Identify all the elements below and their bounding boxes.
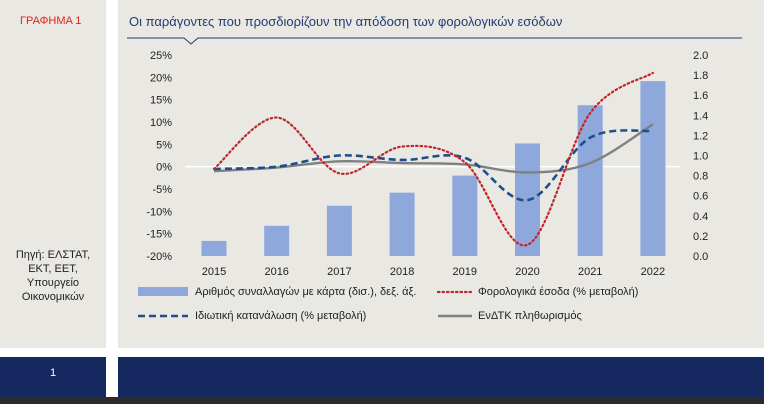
y-left-tick-label: -15%	[146, 229, 172, 241]
x-tick-label: 2019	[453, 266, 477, 278]
chart-title: Οι παράγοντες που προσδιορίζουν την απόδ…	[129, 14, 563, 29]
figure-label: ΓΡΑΦΗΜΑ 1	[20, 15, 82, 27]
x-tick-label: 2020	[515, 266, 539, 278]
y-left-tick-label: 20%	[150, 72, 172, 84]
legend-swatch-cards	[138, 287, 188, 296]
x-tick-label: 2016	[264, 266, 288, 278]
y-right-tick-label: 1.4	[693, 110, 708, 122]
source-line: ΕΚΤ, ΕΕΤ,	[28, 263, 78, 275]
y-right-tick-label: 2.0	[693, 50, 708, 62]
x-tick-label: 2015	[202, 266, 226, 278]
private-consumption-line	[213, 129, 654, 202]
bottom-strip	[0, 397, 764, 404]
bar	[452, 175, 478, 256]
y-right-tick-label: 1.0	[693, 151, 708, 163]
y-left-tick-label: 10%	[150, 117, 172, 129]
y-left-tick-label: 0%	[156, 162, 172, 174]
y-right-tick-label: 0.8	[693, 171, 708, 183]
x-tick-label: 2022	[641, 266, 665, 278]
x-tick-label: 2017	[327, 266, 351, 278]
footer-bar-left	[0, 357, 106, 397]
y-right-tick-label: 0.0	[693, 251, 708, 263]
source-line: Πηγή: ΕΛΣΤΑΤ,	[15, 249, 91, 261]
x-tick-label: 2021	[578, 266, 602, 278]
y-left-tick-label: 5%	[156, 139, 172, 151]
bar	[326, 205, 352, 256]
source-line: Υπουργείο	[26, 277, 80, 289]
y-left-tick-label: 15%	[150, 95, 172, 107]
y-right-tick-label: 1.6	[693, 90, 708, 102]
y-right-tick-label: 0.2	[693, 231, 708, 243]
y-right-tick-label: 1.8	[693, 70, 708, 82]
legend-label-tax-revenue: Φορολογικά έσοδα (% μεταβολή)	[478, 286, 639, 298]
bar	[264, 225, 290, 256]
x-tick-label: 2018	[390, 266, 414, 278]
bar	[201, 240, 227, 256]
source-note: Πηγή: ΕΛΣΤΑΤ, ΕΚΤ, ΕΕΤ, Υπουργείο Οικονο…	[0, 248, 106, 304]
bar	[640, 81, 666, 256]
legend-label-cards: Αριθμός συναλλαγών με κάρτα (δισ.), δεξ.…	[195, 286, 417, 298]
legend-label-hicp: ΕνΔΤΚ πληθωρισμός	[478, 310, 582, 322]
y-left-tick-label: -10%	[146, 206, 172, 218]
page-number: 1	[49, 367, 57, 379]
legend-label-private-consumption: Ιδιωτική κατανάλωση (% μεταβολή)	[195, 310, 367, 322]
title-underline	[127, 37, 742, 45]
y-right-tick-label: 1.2	[693, 130, 708, 142]
y-right-tick-label: 0.4	[693, 211, 708, 223]
bar	[389, 192, 415, 256]
y-left-tick-label: 25%	[150, 50, 172, 62]
left-panel	[0, 0, 106, 348]
y-right-tick-label: 0.6	[693, 191, 708, 203]
y-left-tick-label: -5%	[152, 184, 172, 196]
footer-bar-main	[118, 357, 764, 397]
y-left-tick-label: -20%	[146, 251, 172, 263]
bar	[577, 105, 603, 256]
tax-revenue-line	[212, 71, 654, 247]
source-line: Οικονομικών	[21, 291, 85, 303]
